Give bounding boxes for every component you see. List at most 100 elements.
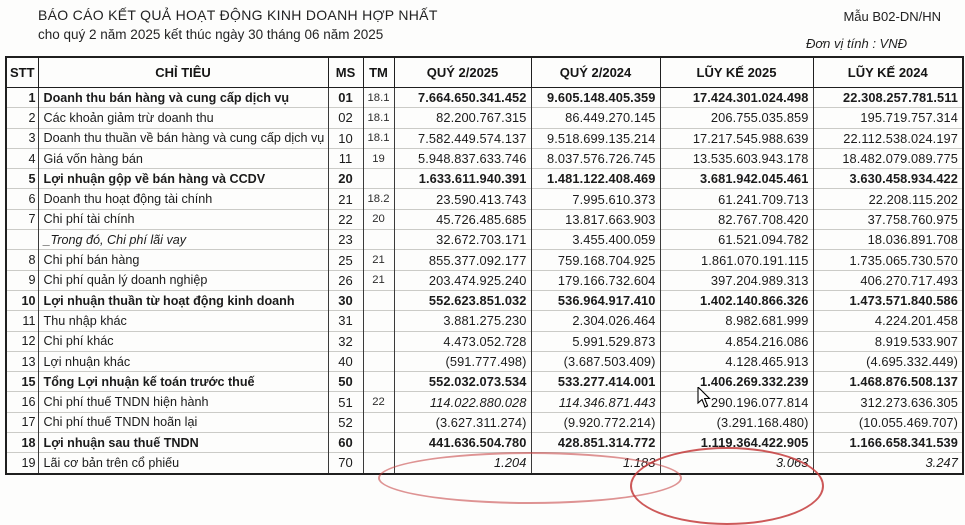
row-value-lk-2024: 22.112.538.024.197 [812,127,964,149]
row-stt: 1 [5,86,39,108]
row-value-q2-2024: 1.183 [530,452,661,474]
row-label: Tổng Lợi nhuận kế toán trước thuế [37,371,329,392]
report-title: BÁO CÁO KẾT QUẢ HOẠT ĐỘNG KINH DOANH HỢP… [38,7,438,23]
row-value-q2-2025: 5.948.837.633.746 [393,147,532,169]
row-value-lk-2025: 1.402.140.866.326 [659,289,814,311]
row-stt: 9 [5,269,39,291]
row-note-tm [362,452,395,474]
row-value-lk-2024: 8.919.533.907 [812,330,964,352]
row-value-q2-2024: 428.851.314.772 [530,432,661,453]
table-row: 18 Lợi nhuận sau thuế TNDN 60 441.636.50… [5,432,964,453]
row-note-tm: 18.2 [362,188,395,210]
table-row: 7 Chi phí tài chính 22 20 45.726.485.685… [5,208,964,230]
row-value-q2-2024: 13.817.663.903 [530,208,661,230]
row-code-ms: 21 [327,188,364,210]
row-value-lk-2024: 22.208.115.202 [812,188,964,210]
row-value-q2-2025: 7.664.650.341.452 [393,86,532,108]
row-note-tm [362,432,395,453]
row-stt [5,229,39,250]
row-code-ms: 30 [327,289,364,311]
row-value-lk-2024: (10.055.469.707) [812,411,964,433]
row-value-lk-2025: 206.755.035.859 [659,107,814,129]
row-value-lk-2024: 18.036.891.708 [812,229,964,250]
table-row: 1 Doanh thu bán hàng và cung cấp dịch vụ… [5,86,964,108]
row-value-q2-2025: 552.032.073.534 [393,371,532,392]
row-value-q2-2024: 533.277.414.001 [530,371,661,392]
row-value-q2-2024: 759.168.704.925 [530,249,661,271]
row-label: Lợi nhuận khác [37,350,329,372]
row-value-q2-2025: 4.473.052.728 [393,330,532,352]
row-label: _Trong đó, Chi phí lãi vay [37,229,329,250]
row-value-q2-2024: (3.687.503.409) [530,350,661,372]
table-row: 9 Chi phí quản lý doanh nghiệp 26 21 203… [5,269,964,291]
row-value-lk-2025: 1.406.269.332.239 [659,371,814,392]
row-value-q2-2025: 203.474.925.240 [393,269,532,291]
row-value-lk-2025: (3.291.168.480) [659,411,814,433]
row-value-q2-2024: (9.920.772.214) [530,411,661,433]
row-code-ms: 31 [327,310,364,332]
row-note-tm: 20 [362,208,395,230]
row-note-tm [362,330,395,352]
row-value-q2-2024: 2.304.026.464 [530,310,661,332]
row-stt: 17 [5,411,39,433]
row-code-ms: 60 [327,432,364,453]
row-code-ms: 32 [327,330,364,352]
row-label: Lợi nhuận gộp về bán hàng và CCDV [37,168,329,189]
row-label: Lãi cơ bản trên cổ phiếu [37,452,329,474]
row-label: Chi phí thuế TNDN hiện hành [37,391,329,413]
income-statement-table: STT CHỈ TIÊU MS TM QUÝ 2/2025 QUÝ 2/2024… [5,56,964,475]
row-code-ms: 02 [327,107,364,129]
col-header-luyke-2025: LŨY KẾ 2025 [659,56,814,88]
row-label: Doanh thu hoạt động tài chính [37,188,329,210]
row-label: Chi phí bán hàng [37,249,329,271]
row-label: Chi phí thuế TNDN hoãn lại [37,411,329,433]
table-row: 19 Lãi cơ bản trên cổ phiếu 70 1.204 1.1… [5,452,964,474]
row-value-q2-2024: 179.166.732.604 [530,269,661,291]
row-value-q2-2024: 9.605.148.405.359 [530,86,661,108]
row-value-q2-2025: 23.590.413.743 [393,188,532,210]
row-note-tm: 18.1 [362,127,395,149]
row-stt: 19 [5,452,39,474]
table-row: 10 Lợi nhuận thuần từ hoạt động kinh doa… [5,289,964,311]
row-code-ms: 51 [327,391,364,413]
row-value-lk-2025: 61.241.709.713 [659,188,814,210]
row-note-tm [362,289,395,311]
row-value-q2-2025: 7.582.449.574.137 [393,127,532,149]
row-stt: 7 [5,208,39,230]
table-header: STT CHỈ TIÊU MS TM QUÝ 2/2025 QUÝ 2/2024… [5,56,964,88]
table-row: 3 Doanh thu thuần về bán hàng và cung cấ… [5,127,964,149]
row-value-lk-2024: 3.247 [812,452,964,474]
row-value-q2-2024: 3.455.400.059 [530,229,661,250]
row-stt: 3 [5,127,39,149]
row-value-lk-2024: (4.695.332.449) [812,350,964,372]
row-value-lk-2025: 17.217.545.988.639 [659,127,814,149]
row-code-ms: 01 [327,86,364,108]
row-label: Giá vốn hàng bán [37,147,329,169]
table-row: 15 Tổng Lợi nhuận kế toán trước thuế 50 … [5,371,964,392]
row-value-q2-2024: 5.991.529.873 [530,330,661,352]
col-header-luyke-2024: LŨY KẾ 2024 [812,56,964,88]
row-value-lk-2024: 1.468.876.508.137 [812,371,964,392]
row-value-q2-2025: 552.623.851.032 [393,289,532,311]
row-stt: 11 [5,310,39,332]
row-stt: 10 [5,289,39,311]
row-value-lk-2024: 3.630.458.934.422 [812,168,964,189]
row-note-tm: 18.1 [362,86,395,108]
row-value-q2-2024: 536.964.917.410 [530,289,661,311]
row-value-lk-2025: 8.982.681.999 [659,310,814,332]
row-value-lk-2024: 1.166.658.341.539 [812,432,964,453]
row-value-q2-2025: 3.881.275.230 [393,310,532,332]
row-value-lk-2024: 4.224.201.458 [812,310,964,332]
table-row: 16 Chi phí thuế TNDN hiện hành 51 22 114… [5,391,964,413]
row-note-tm: 19 [362,147,395,169]
row-value-q2-2025: 32.672.703.171 [393,229,532,250]
row-stt: 12 [5,330,39,352]
report-subtitle: cho quý 2 năm 2025 kết thúc ngày 30 thán… [38,27,384,42]
row-code-ms: 50 [327,371,364,392]
row-value-lk-2025: 290.196.077.814 [659,391,814,413]
row-label: Chi phí quản lý doanh nghiệp [37,269,329,291]
col-header-chi-tieu: CHỈ TIÊU [37,56,329,88]
row-note-tm [362,350,395,372]
table-row: 17 Chi phí thuế TNDN hoãn lại 52 (3.627.… [5,411,964,433]
row-value-lk-2025: 4.854.216.086 [659,330,814,352]
